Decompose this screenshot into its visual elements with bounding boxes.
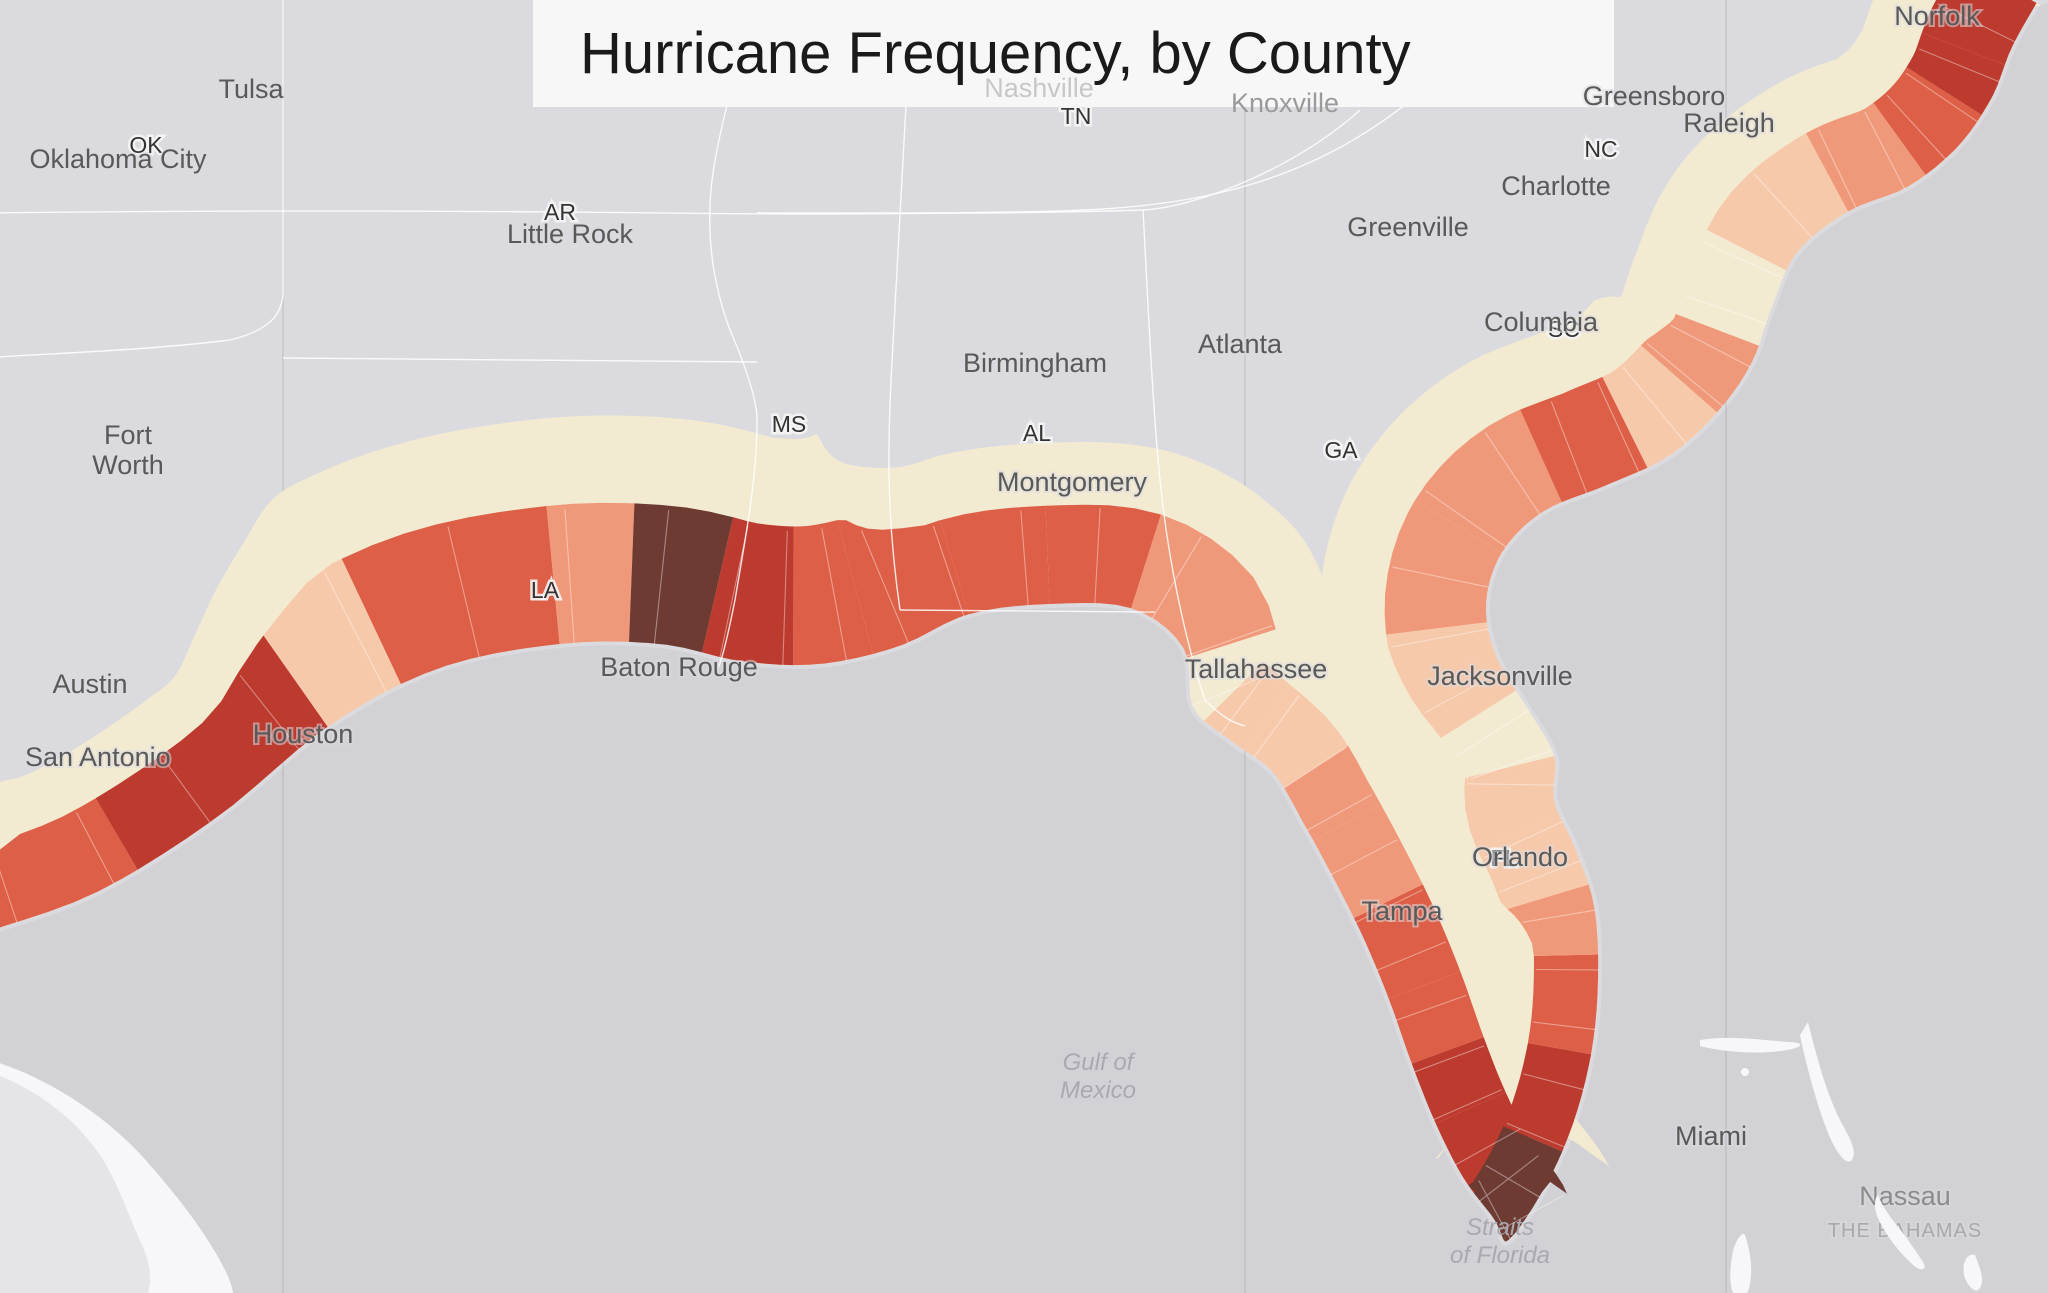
svg-text:Greenville: Greenville — [1347, 212, 1469, 242]
svg-text:Worth: Worth — [92, 450, 164, 480]
svg-text:San Antonio: San Antonio — [25, 742, 171, 772]
svg-text:Straits: Straits — [1466, 1214, 1534, 1241]
svg-text:AL: AL — [1023, 420, 1051, 446]
svg-text:Fort: Fort — [104, 420, 153, 450]
svg-text:Atlanta: Atlanta — [1198, 329, 1283, 359]
svg-text:Gulf of: Gulf of — [1063, 1049, 1136, 1076]
svg-text:Knoxville: Knoxville — [1231, 88, 1339, 118]
svg-text:Oklahoma City: Oklahoma City — [29, 144, 207, 174]
svg-text:Tulsa: Tulsa — [218, 74, 284, 104]
svg-text:Mexico: Mexico — [1060, 1077, 1136, 1104]
svg-text:MS: MS — [772, 411, 807, 437]
svg-text:Norfolk: Norfolk — [1894, 1, 1980, 31]
svg-text:Nashville: Nashville — [984, 73, 1094, 103]
svg-text:Raleigh: Raleigh — [1683, 108, 1775, 138]
svg-text:Baton Rouge: Baton Rouge — [600, 652, 758, 682]
svg-text:Tallahassee: Tallahassee — [1185, 654, 1328, 684]
svg-text:Jacksonville: Jacksonville — [1427, 661, 1573, 691]
svg-text:Houston: Houston — [253, 719, 354, 749]
svg-text:Austin: Austin — [52, 669, 127, 699]
svg-text:Birmingham: Birmingham — [963, 348, 1107, 378]
svg-text:TN: TN — [1061, 103, 1092, 129]
svg-text:Nassau: Nassau — [1859, 1181, 1951, 1211]
svg-text:Charlotte: Charlotte — [1501, 171, 1611, 201]
svg-text:Miami: Miami — [1675, 1121, 1747, 1151]
svg-text:Orlando: Orlando — [1472, 842, 1568, 872]
svg-text:Tampa: Tampa — [1361, 896, 1443, 926]
svg-text:LA: LA — [531, 577, 560, 603]
svg-text:NC: NC — [1584, 136, 1617, 162]
svg-text:of Florida: of Florida — [1450, 1242, 1550, 1269]
svg-text:Greensboro: Greensboro — [1583, 81, 1726, 111]
svg-text:Little Rock: Little Rock — [507, 219, 634, 249]
svg-text:Montgomery: Montgomery — [997, 467, 1148, 497]
svg-text:GA: GA — [1324, 437, 1358, 463]
svg-text:Columbia: Columbia — [1484, 307, 1599, 337]
